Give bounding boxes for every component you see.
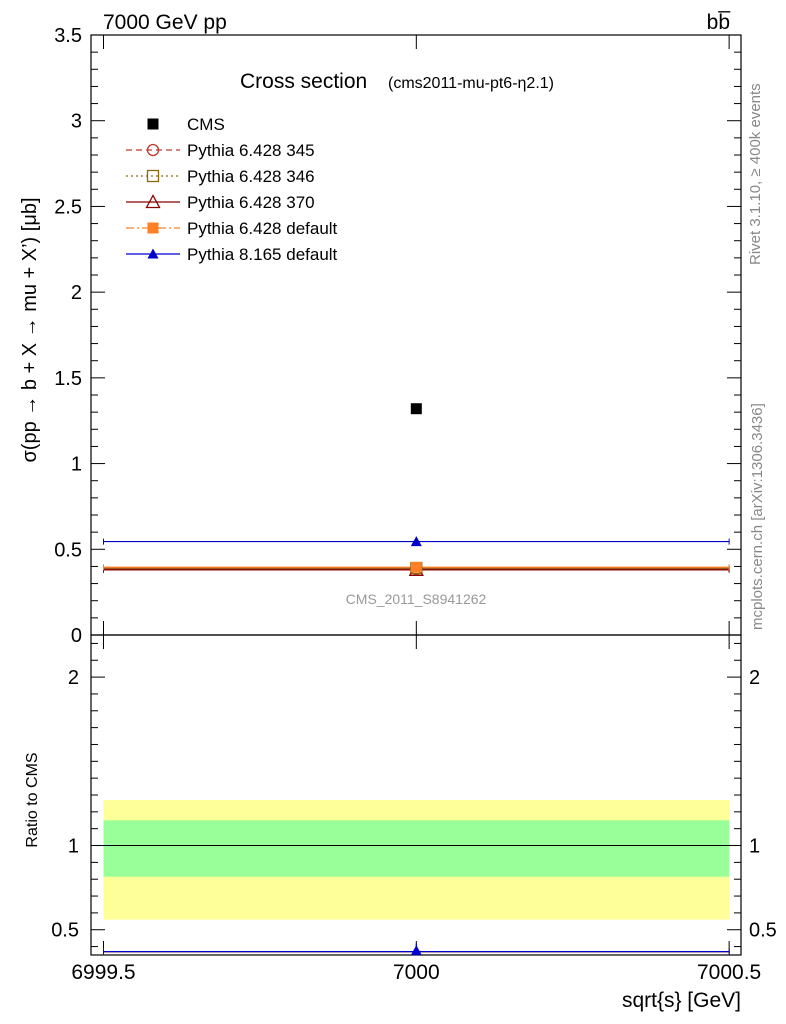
legend-marker — [145, 194, 161, 209]
x-tick-label: 6999.5 — [71, 961, 135, 984]
data-point — [410, 403, 422, 415]
legend-label: Pythia 6.428 346 — [187, 167, 315, 186]
x-tick-label: 7000 — [393, 961, 440, 984]
y-tick-label: 3 — [71, 111, 82, 133]
ratio-y-tick-label-right: 0.5 — [749, 920, 777, 942]
rivet-label: Rivet 3.1.10, ≥ 400k events — [747, 83, 764, 265]
legend-label: Pythia 6.428 370 — [187, 193, 315, 212]
y-tick-label: 0.5 — [54, 539, 82, 561]
legend: CMS Pythia 6.428 345 Pythia 6.428 346 Pythi… — [126, 115, 338, 264]
y-axis-label: σ(pp → b + X → mu + X’) [μb] — [19, 197, 41, 462]
ratio-y-tick-label-right: 1 — [749, 836, 760, 858]
analysis-watermark: CMS_2011_S8941262 — [346, 591, 487, 607]
legend-marker — [146, 169, 160, 183]
data-series — [103, 403, 730, 577]
legend-label: CMS — [187, 115, 225, 134]
ratio-y-tick-label: 2 — [68, 667, 79, 689]
ratio-y-tick-label-right: 2 — [749, 667, 760, 689]
axis-ticks: 0 0.5 1 1.5 2 2.5 3 3.5 0.5 0.5 1 1 2 2 6999.5 7000 7000… — [51, 25, 777, 984]
x-axis-label: sqrt{s} [GeV] — [622, 989, 741, 1012]
x-tick-label: 7000.5 — [697, 961, 761, 984]
y-tick-label: 1 — [71, 454, 82, 476]
y-tick-label: 2.5 — [54, 196, 82, 218]
ratio-series — [103, 943, 730, 956]
plot-subtitle: (cms2011-mu-pt6-η2.1) — [388, 75, 554, 92]
y-tick-label: 3.5 — [54, 25, 82, 47]
data-point — [410, 561, 422, 573]
legend-marker — [147, 118, 159, 130]
data-point — [410, 536, 422, 547]
legend-label: Pythia 6.428 345 — [187, 141, 315, 160]
header-process: bb̅ — [707, 11, 732, 34]
y-tick-label: 1.5 — [54, 368, 82, 390]
y-tick-label: 0 — [71, 625, 82, 647]
legend-label: Pythia 6.428 default — [187, 219, 338, 238]
y-tick-label: 2 — [71, 282, 82, 304]
ratio-band-inner — [103, 820, 730, 877]
legend-marker — [146, 143, 160, 157]
header-energy: 7000 GeV pp — [103, 11, 227, 34]
mcplots-label: mcplots.cern.ch [arXiv:1306.3436] — [749, 403, 766, 630]
ratio-bands — [91, 800, 741, 920]
ratio-y-tick-label: 0.5 — [51, 920, 79, 942]
ratio-y-axis-label: Ratio to CMS — [24, 752, 41, 847]
legend-label: Pythia 8.165 default — [187, 245, 338, 264]
legend-marker — [147, 222, 159, 234]
legend-marker — [147, 248, 159, 259]
plot-title: Cross section — [240, 70, 367, 93]
ratio-y-tick-label: 1 — [68, 836, 79, 858]
